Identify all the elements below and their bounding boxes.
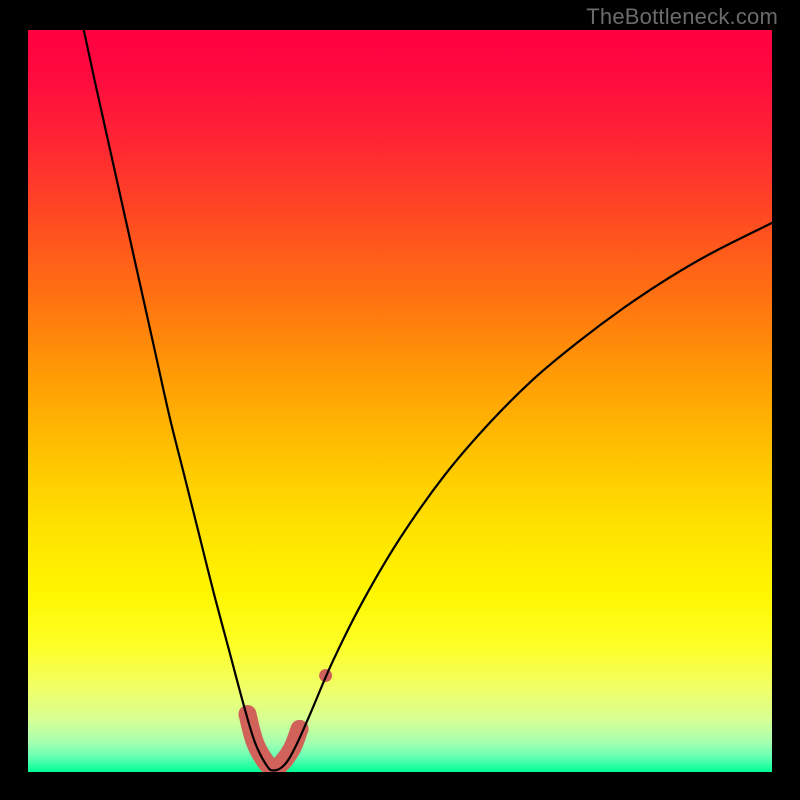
watermark-text: TheBottleneck.com [586,4,778,30]
chart-background [28,30,772,772]
